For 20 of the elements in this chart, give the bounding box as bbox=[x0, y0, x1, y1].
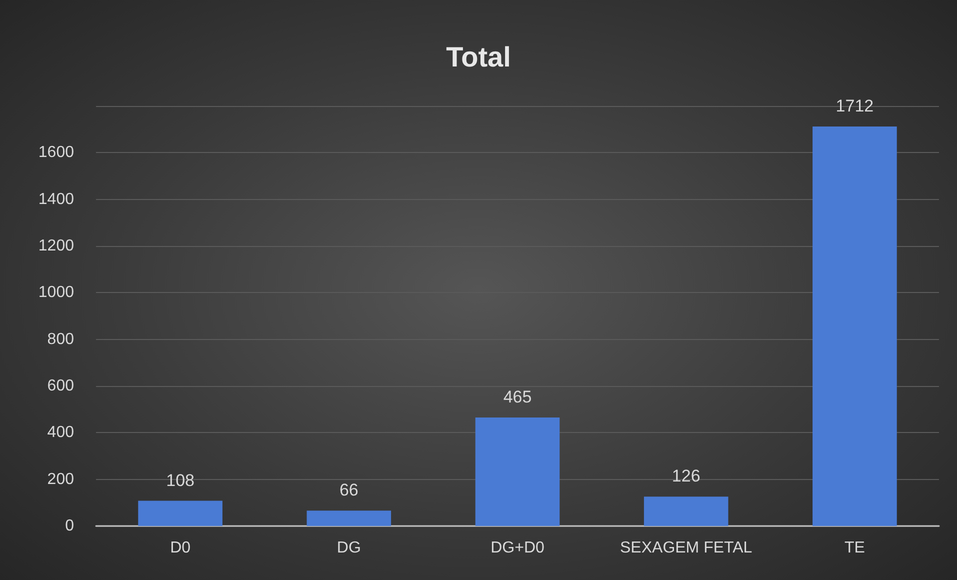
y-tick-label: 0 bbox=[65, 518, 74, 534]
x-tick-label: SEXAGEM FETAL bbox=[620, 540, 752, 556]
y-tick-label: 1400 bbox=[38, 190, 74, 208]
data-label: 1712 bbox=[836, 96, 874, 116]
x-tick-label: D0 bbox=[170, 540, 191, 556]
y-tick-label: 1200 bbox=[38, 238, 74, 254]
y-tick-label: 200 bbox=[47, 470, 74, 488]
data-label: 465 bbox=[503, 388, 532, 406]
y-tick-label: 400 bbox=[47, 424, 74, 442]
x-tick-label: TE bbox=[844, 540, 865, 556]
data-label: 126 bbox=[672, 466, 700, 486]
x-tick-label: DG+D0 bbox=[490, 540, 544, 556]
data-label: 66 bbox=[339, 480, 358, 500]
y-tick-label: 1600 bbox=[38, 144, 74, 162]
x-tick-label: DG bbox=[336, 540, 361, 556]
y-tick-label: 800 bbox=[47, 330, 74, 348]
data-label: 108 bbox=[166, 470, 194, 490]
y-tick-label: 600 bbox=[47, 378, 74, 394]
y-tick-label: 1000 bbox=[38, 284, 74, 302]
chart-title: Total bbox=[446, 42, 511, 72]
